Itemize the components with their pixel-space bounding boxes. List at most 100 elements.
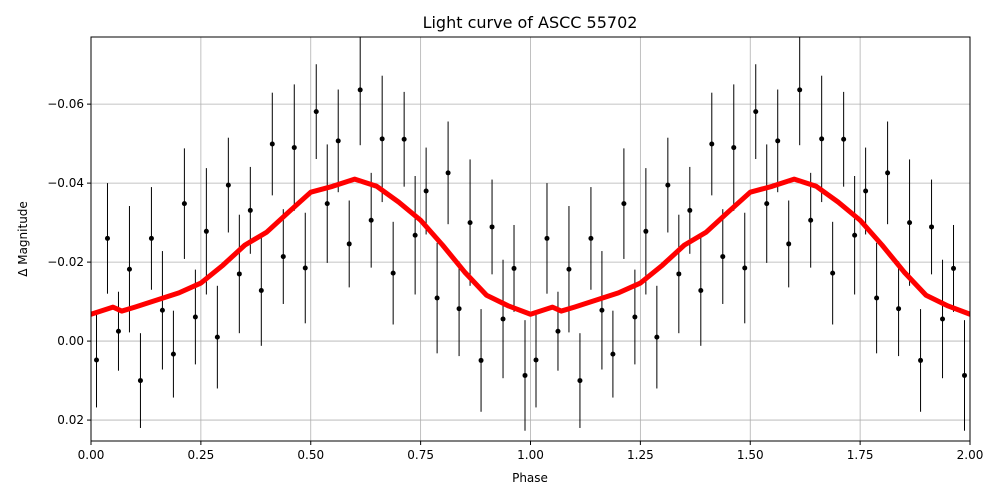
- x-tick-label: 2.00: [957, 448, 984, 462]
- data-point: [962, 372, 968, 378]
- data-point: [478, 357, 484, 363]
- data-point: [753, 109, 759, 115]
- data-point: [203, 228, 209, 234]
- data-point: [797, 87, 803, 93]
- data-point: [346, 241, 352, 247]
- data-point: [522, 372, 528, 378]
- data-point: [137, 378, 143, 384]
- data-point: [335, 138, 341, 144]
- data-point: [940, 316, 946, 322]
- data-point: [577, 378, 583, 384]
- data-point: [93, 357, 99, 363]
- data-point: [434, 295, 440, 301]
- x-tick-label: 0.25: [188, 448, 215, 462]
- y-tick-label: −0.06: [47, 97, 84, 111]
- data-point: [390, 270, 396, 276]
- data-point: [863, 188, 869, 194]
- data-point: [841, 136, 847, 142]
- data-point: [896, 306, 902, 312]
- data-point: [918, 357, 924, 363]
- data-point: [489, 224, 495, 230]
- data-point: [280, 254, 286, 260]
- chart-title: Light curve of ASCC 55702: [423, 13, 638, 32]
- data-point: [632, 314, 638, 320]
- data-point: [467, 220, 473, 226]
- x-tick-label: 1.25: [627, 448, 654, 462]
- data-point: [126, 266, 132, 272]
- data-point: [709, 141, 715, 147]
- data-point: [445, 170, 451, 176]
- binned-curve: [91, 176, 970, 317]
- data-point: [808, 217, 814, 223]
- y-tick-label: 0.02: [57, 413, 84, 427]
- data-point: [324, 201, 330, 207]
- data-point: [643, 228, 649, 234]
- data-point: [379, 136, 385, 142]
- data-point: [566, 266, 572, 272]
- data-point: [225, 182, 231, 188]
- data-point: [907, 220, 913, 226]
- data-point: [456, 306, 462, 312]
- data-point: [214, 334, 220, 340]
- data-point: [148, 235, 154, 241]
- data-point: [819, 136, 825, 142]
- data-point: [104, 235, 110, 241]
- data-point: [775, 138, 781, 144]
- data-point: [698, 288, 704, 294]
- y-axis-label: Δ Magnitude: [16, 201, 30, 277]
- data-point: [610, 351, 616, 357]
- x-tick-label: 1.00: [517, 448, 544, 462]
- data-point: [885, 170, 891, 176]
- data-point: [621, 201, 627, 207]
- x-tick-label: 1.75: [847, 448, 874, 462]
- data-point: [368, 217, 374, 223]
- data-point: [929, 224, 935, 230]
- data-point: [742, 265, 748, 271]
- x-tick-label: 1.50: [737, 448, 764, 462]
- grid: [90, 37, 971, 441]
- data-point: [720, 254, 726, 260]
- x-tick-label: 0.75: [407, 448, 434, 462]
- data-point: [555, 328, 561, 334]
- data-point: [852, 232, 858, 238]
- data-point: [181, 201, 187, 207]
- data-point: [511, 265, 517, 271]
- data-point: [236, 271, 242, 277]
- data-point: [951, 265, 957, 271]
- data-point: [357, 87, 363, 93]
- data-point: [401, 136, 407, 142]
- data-point: [500, 316, 506, 322]
- data-point: [291, 145, 297, 151]
- x-tick-label: 0.00: [78, 448, 105, 462]
- data-point: [764, 201, 770, 207]
- x-tick-label: 0.50: [297, 448, 324, 462]
- y-tick-label: −0.04: [47, 176, 84, 190]
- data-point: [313, 109, 319, 115]
- data-point: [170, 351, 176, 357]
- data-point: [665, 182, 671, 188]
- data-point: [115, 328, 121, 334]
- data-point: [687, 207, 693, 213]
- x-axis-label: Phase: [512, 471, 548, 485]
- data-point: [786, 241, 792, 247]
- data-point: [159, 307, 165, 313]
- y-tick-label: −0.02: [47, 255, 84, 269]
- data-point: [302, 265, 308, 271]
- data-point: [588, 235, 594, 241]
- data-point: [533, 357, 539, 363]
- data-point: [676, 271, 682, 277]
- data-point: [269, 141, 275, 147]
- plot-area: [91, 37, 970, 431]
- y-tick-label: 0.00: [57, 334, 84, 348]
- data-point: [599, 307, 605, 313]
- data-point: [258, 288, 264, 294]
- ticks: 0.00 0.25 0.50 0.75 1.00 1.25 1.50 1.75 2.00 −0.0…: [47, 97, 983, 462]
- data-point: [247, 207, 253, 213]
- data-point: [731, 145, 737, 151]
- data-point: [830, 270, 836, 276]
- data-point: [423, 188, 429, 194]
- data-point: [874, 295, 880, 301]
- data-point: [544, 235, 550, 241]
